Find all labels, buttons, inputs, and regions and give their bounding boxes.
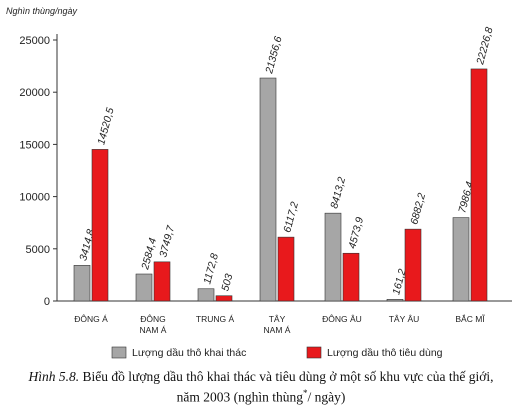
bar-khai-thac-4 (259, 77, 277, 302)
bar-khai-thac-5 (324, 212, 342, 302)
data-label-tieu-dung-3: 503 (219, 272, 235, 292)
bar-tieu-dung-1 (91, 149, 109, 302)
bar-tieu-dung-2 (153, 261, 171, 302)
bar-tieu-dung-5 (342, 252, 360, 302)
legend-label-khai-thac: Lượng dầu thô khai thác (132, 347, 246, 359)
caption-asterisk: * (303, 388, 308, 398)
legend-swatch-khai-thac (111, 346, 127, 359)
bar-chart: Nghìn thùng/ngày 0 5000 10000 15000 20000 2500… (6, 6, 512, 359)
bar-khai-thac-1 (73, 265, 91, 302)
bar-khai-thac-6 (386, 299, 404, 302)
y-axis-title: Nghìn thùng/ngày (6, 6, 78, 16)
bar-khai-thac-2 (135, 273, 153, 302)
bar-tieu-dung-6 (404, 228, 422, 302)
data-label-tieu-dung-2: 3749,7 (157, 223, 177, 258)
caption-text-1: Biểu đồ lượng dầu thô khai thác và tiêu … (79, 369, 494, 384)
data-label-tieu-dung-7: 22226,8 (474, 26, 496, 67)
legend: Lượng dầu thô khai thác Lượng dầu thô tiê… (111, 346, 443, 359)
bar-tieu-dung-3 (215, 295, 233, 302)
y-tick-label: 15000 (19, 139, 50, 151)
y-tick-label: 0 (44, 296, 50, 308)
caption-text-2a: năm 2003 (nghìn thùng (176, 389, 303, 405)
caption-line-1: Hình 5.8. Biểu đồ lượng dầu thô khai thá… (0, 368, 522, 385)
data-label-tieu-dung-5: 4573,9 (346, 216, 366, 250)
data-label-khai-thac-4: 21356,6 (263, 35, 285, 76)
x-tick-label: TÂY (269, 314, 286, 324)
bar-tieu-dung-4 (277, 236, 295, 302)
data-label-khai-thac-5: 8413,2 (328, 176, 348, 210)
caption-lead: Hình 5.8. (28, 369, 80, 384)
y-tick-label: 5000 (26, 244, 50, 256)
figure-caption: Hình 5.8. Biểu đồ lượng dầu thô khai thá… (0, 368, 522, 406)
caption-text-2b: / ngày) (307, 389, 346, 405)
x-tick-label: ĐÔNG Á (74, 314, 108, 324)
y-axis-ticks: Nghìn thùng/ngày 0 5000 10000 15000 20000 2500… (6, 6, 512, 308)
bar-tieu-dung-7 (470, 68, 488, 302)
bar-khai-thac-7 (452, 217, 470, 302)
y-tick-label: 20000 (19, 87, 50, 99)
bar-khai-thac-3 (197, 288, 215, 302)
x-tick-label: TRUNG Á (196, 314, 235, 324)
x-tick-label: NAM Á (264, 325, 291, 335)
y-tick-label: 10000 (19, 192, 50, 204)
data-label-khai-thac-3: 1172,8 (201, 252, 221, 286)
caption-line-2: năm 2003 (nghìn thùng*/ ngày) (0, 385, 522, 406)
legend-swatch-tieu-dung (306, 346, 322, 359)
bars: 3414,814520,52584,43749,71172,850321356,… (73, 26, 496, 302)
x-tick-label: BẮC MĨ (455, 314, 485, 324)
x-tick-label: ĐÔNG ÂU (322, 314, 362, 324)
x-tick-label: ĐÔNG (140, 314, 166, 324)
data-label-tieu-dung-6: 6882,2 (408, 192, 428, 226)
data-label-tieu-dung-1: 14520,5 (95, 106, 116, 146)
x-tick-label: TÂY ÂU (389, 314, 420, 324)
data-label-tieu-dung-4: 6117,2 (281, 200, 301, 234)
x-tick-label: NAM Á (140, 325, 167, 335)
y-tick-label: 25000 (19, 35, 50, 47)
legend-label-tieu-dung: Lượng dầu thô tiêu dùng (327, 347, 443, 359)
